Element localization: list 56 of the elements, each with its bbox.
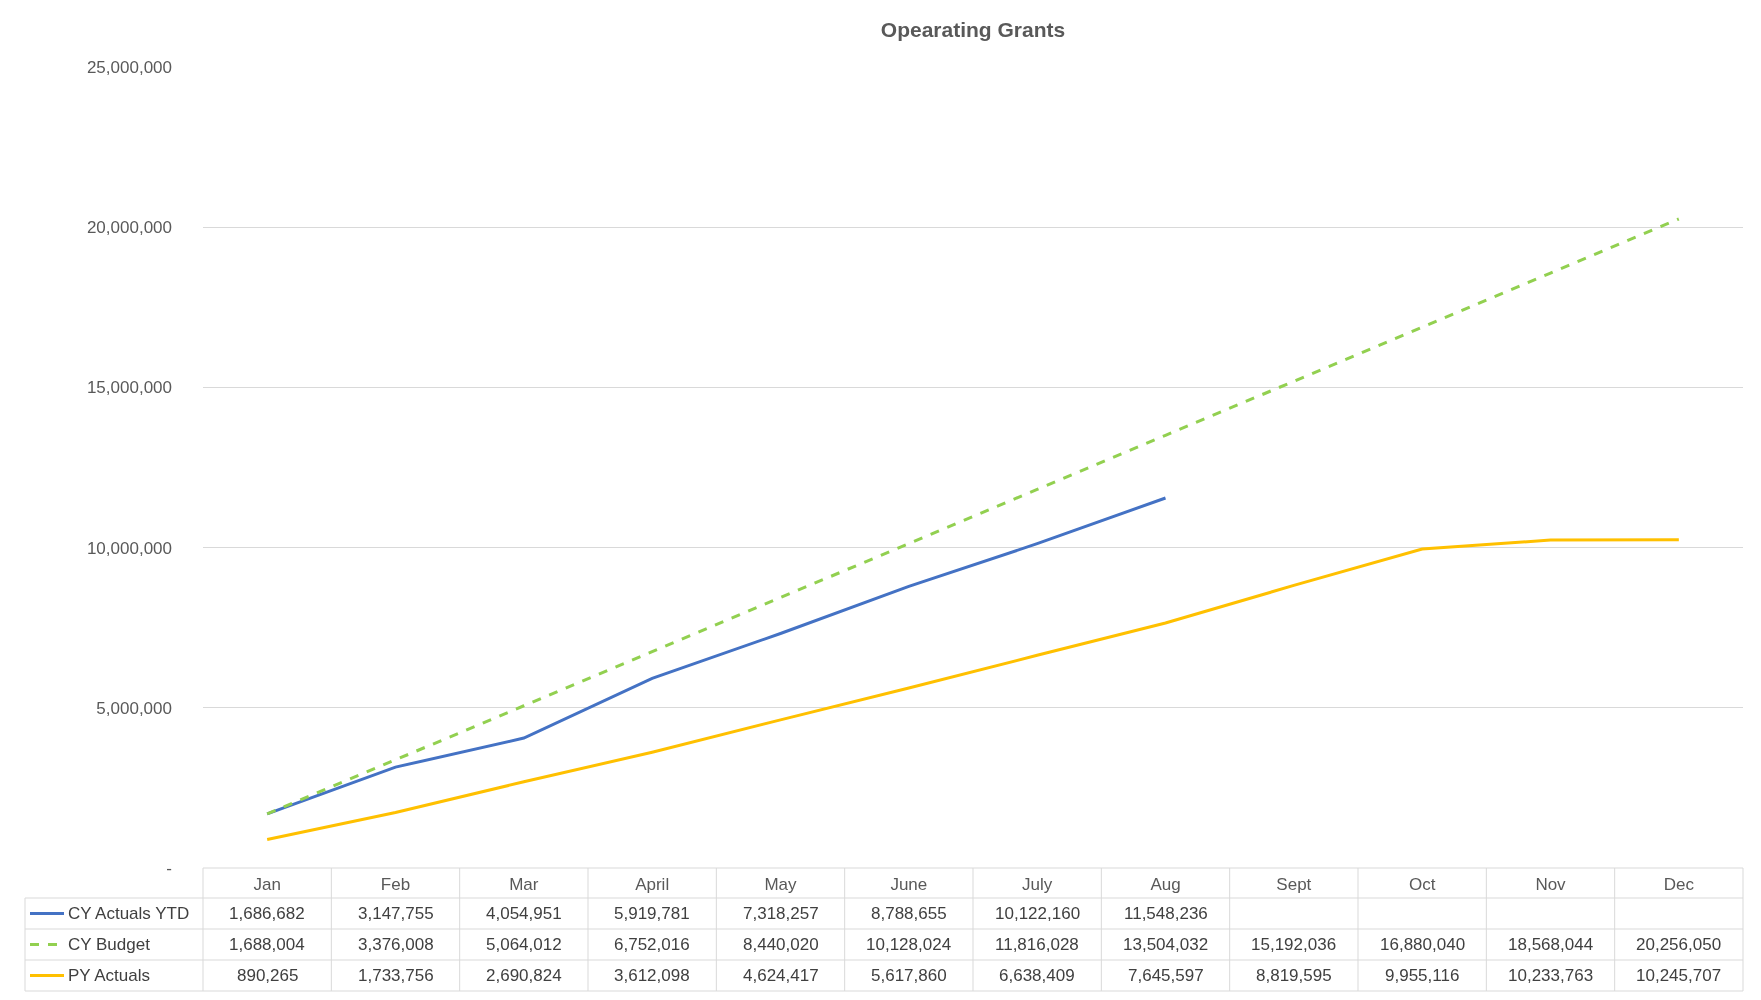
data-label: 20,256,050 <box>1636 935 1722 954</box>
y-tick-label: 25,000,000 <box>86 57 172 77</box>
data-label: 8,440,020 <box>743 935 819 954</box>
data-label: 4,624,417 <box>743 966 819 985</box>
x-tick-label: May <box>764 875 798 894</box>
data-label: 11,548,236 <box>1124 904 1208 923</box>
x-tick-label: Nov <box>1535 875 1567 894</box>
data-label: 8,788,655 <box>871 904 947 923</box>
legend-label: CY Actuals YTD <box>68 904 190 923</box>
data-label: 1,688,004 <box>229 935 305 954</box>
x-tick-label: July <box>1022 875 1053 894</box>
data-label: 2,690,824 <box>486 966 562 985</box>
x-tick-label: Sept <box>1276 875 1312 894</box>
data-label: 10,122,160 <box>995 904 1081 923</box>
data-label: 890,265 <box>237 966 299 985</box>
data-label: 11,816,028 <box>995 935 1079 954</box>
data-label: 7,318,257 <box>743 904 819 923</box>
data-label: 16,880,040 <box>1380 935 1466 954</box>
data-label: 7,645,597 <box>1128 966 1204 985</box>
legend-label: PY Actuals <box>68 966 150 985</box>
chart-title: Opearating Grants <box>880 18 1066 42</box>
x-tick-label: Mar <box>509 875 539 894</box>
data-label: 13,504,032 <box>1123 935 1209 954</box>
data-label: 5,064,012 <box>486 935 562 954</box>
data-label: 3,147,755 <box>358 904 434 923</box>
data-label: 10,245,707 <box>1636 966 1722 985</box>
data-label: 4,054,951 <box>486 904 562 923</box>
data-label: 8,819,595 <box>1256 966 1332 985</box>
y-tick-label: 15,000,000 <box>86 378 172 398</box>
data-label: 3,612,098 <box>614 966 690 985</box>
data-label: 1,733,756 <box>358 966 434 985</box>
y-tick-label: 20,000,000 <box>86 218 172 238</box>
y-tick-label: 5,000,000 <box>96 698 172 718</box>
data-label: 15,192,036 <box>1251 935 1337 954</box>
data-label: 5,617,860 <box>871 966 947 985</box>
line-series <box>265 217 1681 816</box>
x-tick-label: Dec <box>1663 875 1695 894</box>
data-label: 10,233,763 <box>1508 966 1594 985</box>
data-label: 5,919,781 <box>614 904 690 923</box>
x-tick-label: Aug <box>1150 875 1181 894</box>
y-tick-label: - <box>166 858 172 878</box>
data-label: 1,686,682 <box>229 904 305 923</box>
x-tick-label: Feb <box>380 875 411 894</box>
data-label: 6,638,409 <box>999 966 1075 985</box>
x-tick-label: Jan <box>253 875 281 894</box>
x-tick-label: June <box>890 875 928 894</box>
x-tick-label: April <box>635 875 670 894</box>
data-label: 18,568,044 <box>1508 935 1594 954</box>
data-label: 3,376,008 <box>358 935 434 954</box>
data-label: 9,955,116 <box>1385 966 1460 985</box>
legend-label: CY Budget <box>68 935 151 954</box>
data-label: 6,752,016 <box>614 935 690 954</box>
line-series <box>265 538 1681 841</box>
y-tick-label: 10,000,000 <box>86 538 172 558</box>
data-label: 10,128,024 <box>866 935 952 954</box>
x-tick-label: Oct <box>1408 875 1436 894</box>
